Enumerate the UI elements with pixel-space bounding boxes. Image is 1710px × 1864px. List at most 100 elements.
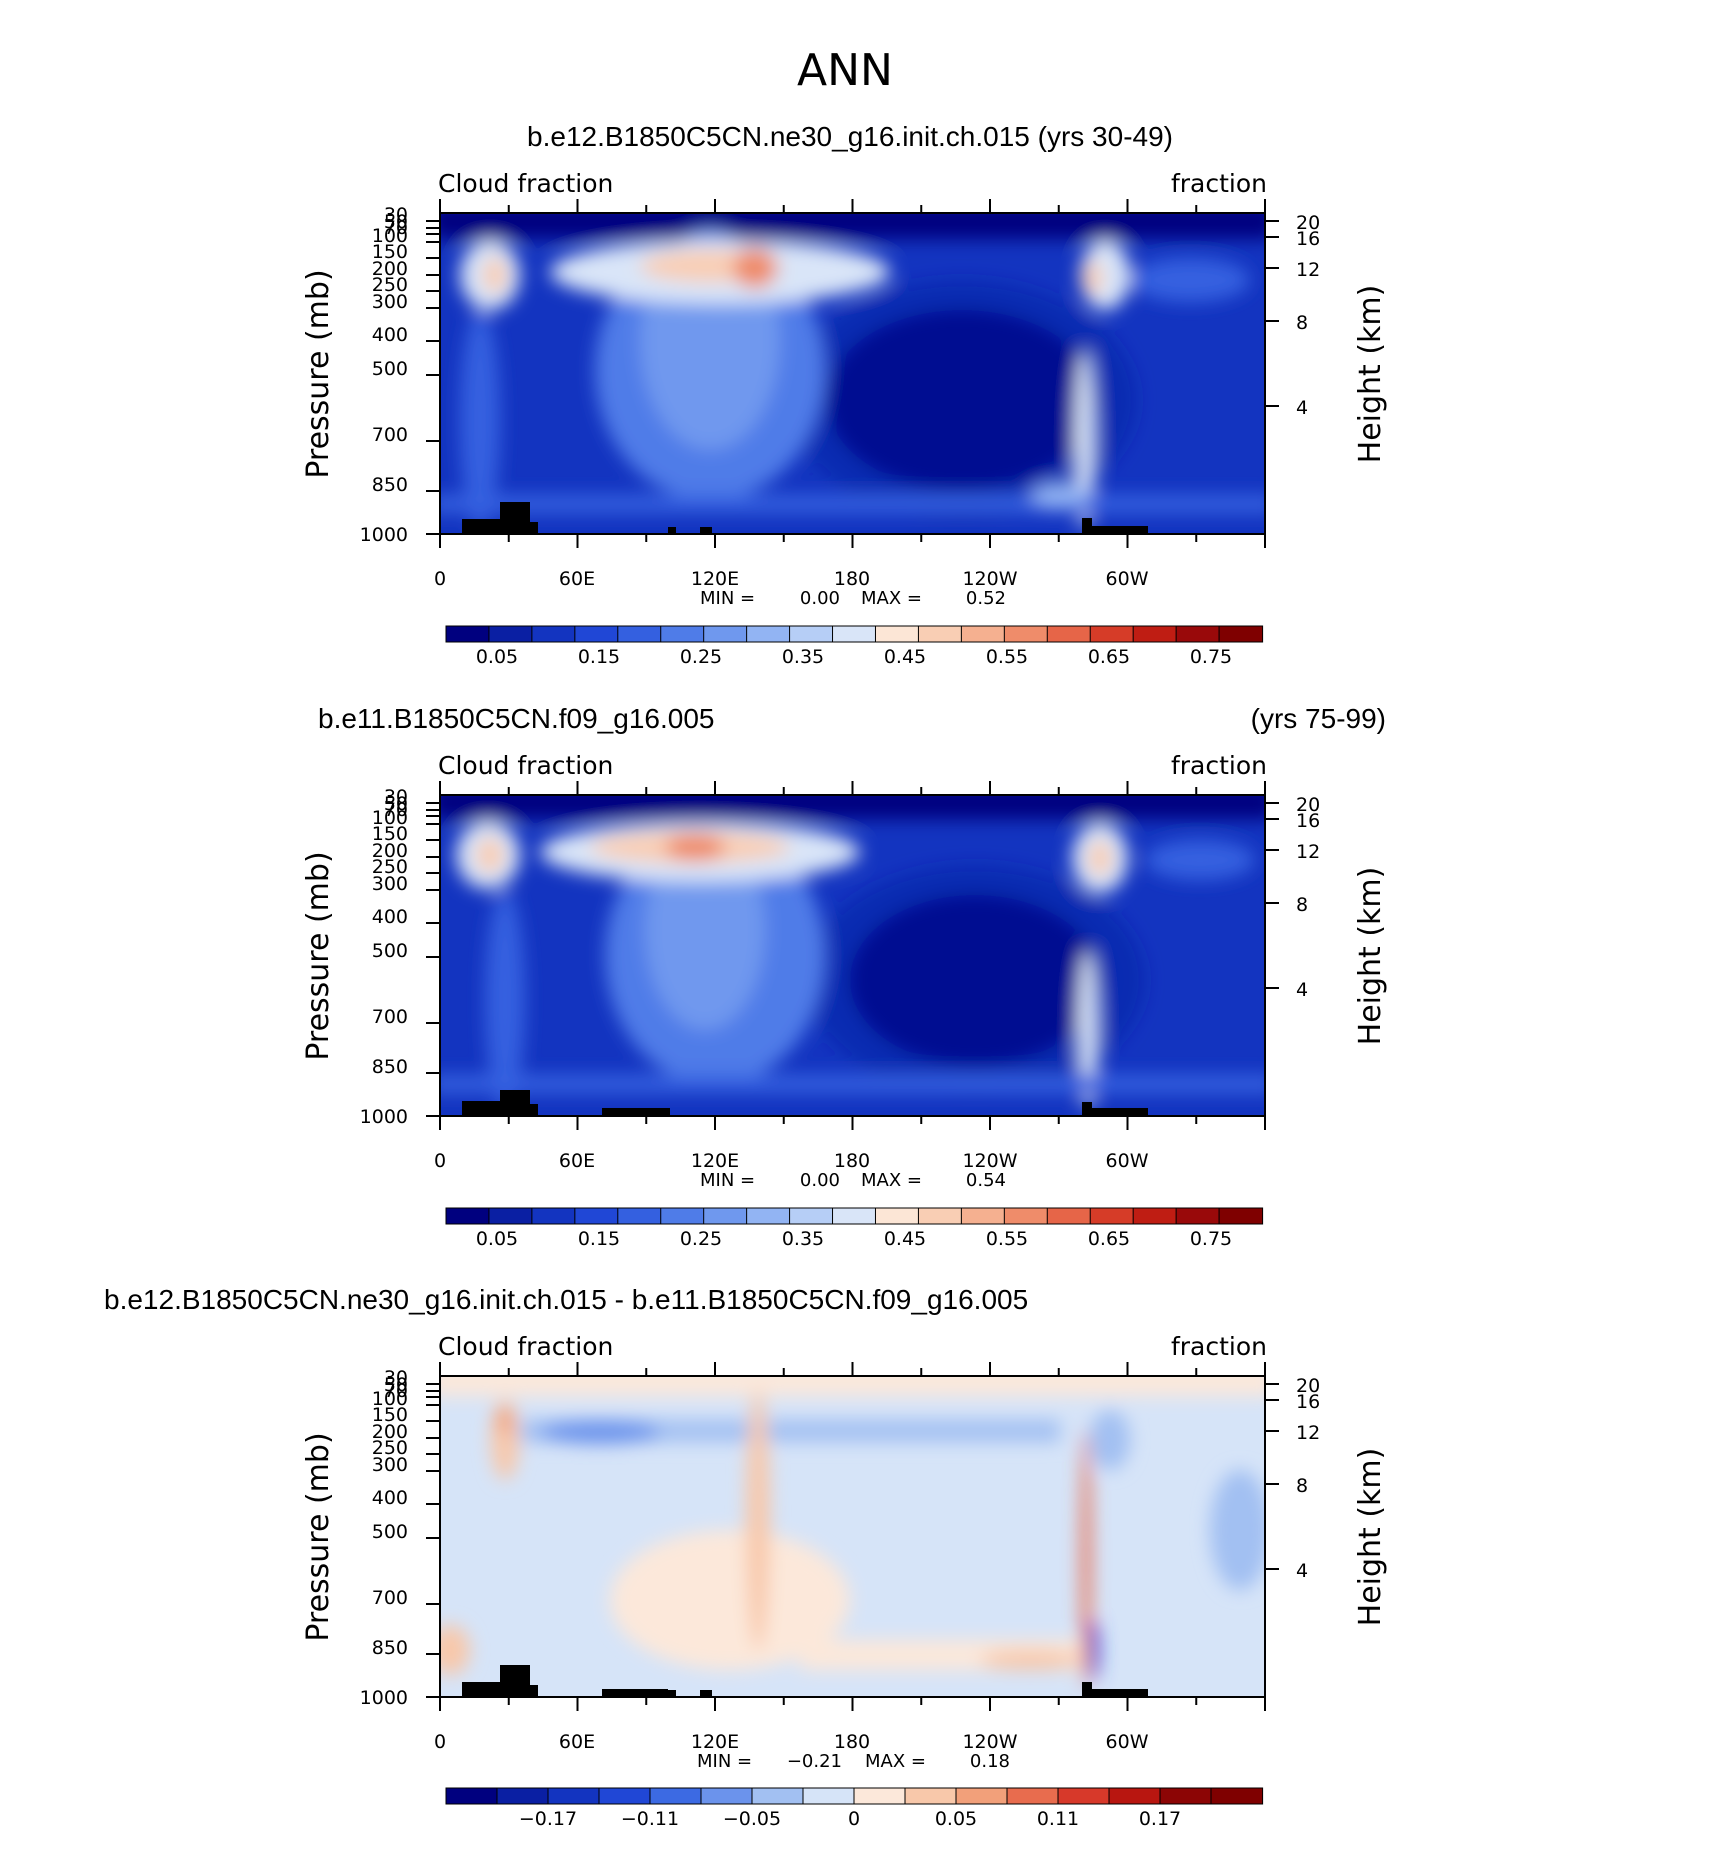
panel-2-tick-marks bbox=[426, 781, 1279, 1130]
colorbar-swatch bbox=[488, 1207, 534, 1225]
x-tick-label: 60W bbox=[1106, 1731, 1149, 1753]
panel-1-colorbar bbox=[445, 625, 1264, 643]
panel-2-stratosphere-band bbox=[440, 795, 1265, 819]
y-right-tick-label: 8 bbox=[1296, 312, 1308, 334]
panel-1-tick-marks bbox=[426, 199, 1279, 548]
x-tick-label: 180 bbox=[834, 568, 870, 590]
y-tick-label: 150 bbox=[372, 241, 408, 263]
x-tick-label: 60W bbox=[1106, 568, 1149, 590]
panel-1-anvil-peak-b bbox=[733, 248, 777, 288]
colorbar-swatch bbox=[1003, 1207, 1049, 1225]
colorbar-label: 0.65 bbox=[1088, 646, 1130, 668]
colorbar-swatch bbox=[1159, 1787, 1213, 1805]
colorbar-swatch bbox=[1175, 625, 1221, 643]
y-tick-label: 70 bbox=[384, 217, 408, 239]
colorbar-label: −0.05 bbox=[723, 1808, 781, 1830]
colorbar-swatch bbox=[547, 1787, 601, 1805]
panel-1-pacific-low-cloud bbox=[787, 280, 1137, 520]
y-tick-label: 850 bbox=[372, 1637, 408, 1659]
panel-1-title: b.e12.B1850C5CN.ne30_g16.init.ch.015 (yr… bbox=[527, 121, 1173, 152]
colorbar-label: 0.35 bbox=[782, 1228, 824, 1250]
y-tick-label: 300 bbox=[372, 1454, 408, 1476]
colorbar-label: 0.17 bbox=[1139, 1808, 1181, 1830]
panel-2-boundary-layer bbox=[440, 1075, 1265, 1093]
x-tick-label: 120W bbox=[962, 1731, 1017, 1753]
panel-3-y-tick-labels: 30 50 70 100 150 200 250 300 400 500 700… bbox=[360, 1367, 408, 1709]
x-tick-label: 120E bbox=[691, 1150, 739, 1172]
colorbar-label: 0.55 bbox=[986, 1228, 1028, 1250]
colorbar-swatch bbox=[1006, 1787, 1060, 1805]
x-tick-label: 60W bbox=[1106, 1150, 1149, 1172]
colorbar-swatch bbox=[917, 1207, 963, 1225]
colorbar-swatch bbox=[660, 1207, 705, 1225]
colorbar-swatch bbox=[574, 625, 619, 643]
figure-title: ANN bbox=[797, 45, 893, 96]
x-tick-label: 0 bbox=[434, 1731, 446, 1753]
colorbar-label: 0.05 bbox=[476, 1228, 518, 1250]
y-tick-label: 300 bbox=[372, 873, 408, 895]
panel-3-africa-warm-core bbox=[497, 1406, 513, 1434]
panel-1-x-tick-labels: 0 60E 120E 180 120W 60W bbox=[434, 568, 1149, 590]
y-tick-label: 1000 bbox=[360, 1106, 408, 1128]
y-tick-label: 30 bbox=[384, 1367, 408, 1389]
panel-2-colorbar-labels: 0.05 0.15 0.25 0.35 0.45 0.55 0.65 0.75 bbox=[476, 1228, 1232, 1250]
panel-2-anvil-peak-b bbox=[665, 833, 725, 861]
panel-1-min-max: MIN = 0.00 MAX = 0.52 bbox=[700, 588, 1006, 609]
min-value: −0.21 bbox=[787, 1751, 842, 1772]
colorbar-label: 0.75 bbox=[1190, 1228, 1232, 1250]
panel-1-y-right-axis-label: Height (km) bbox=[1353, 285, 1388, 464]
colorbar-label: 0.11 bbox=[1037, 1808, 1079, 1830]
y-tick-label: 1000 bbox=[360, 524, 408, 546]
y-right-tick-label: 12 bbox=[1296, 841, 1320, 863]
colorbar-swatch bbox=[1210, 1787, 1264, 1805]
y-right-tick-label: 8 bbox=[1296, 1475, 1308, 1497]
y-right-tick-label: 4 bbox=[1296, 397, 1308, 419]
colorbar-swatch bbox=[853, 1787, 907, 1805]
colorbar-swatch bbox=[746, 625, 791, 643]
panel-2-y-tick-labels: 30 50 70 100 150 200 250 300 400 500 700… bbox=[360, 786, 408, 1128]
colorbar-label: 0.25 bbox=[680, 1228, 722, 1250]
colorbar-label: 0.05 bbox=[476, 646, 518, 668]
y-tick-label: 500 bbox=[372, 1521, 408, 1543]
colorbar-swatch bbox=[904, 1787, 958, 1805]
y-right-tick-label: 16 bbox=[1296, 228, 1320, 250]
panel-2-plot-area bbox=[440, 795, 1265, 1116]
panel-2-min-max: MIN = 0.00 MAX = 0.54 bbox=[700, 1170, 1006, 1191]
panel-3-min-max: MIN = −0.21 MAX = 0.18 bbox=[697, 1751, 1010, 1772]
colorbar-swatch bbox=[1089, 1207, 1135, 1225]
panel-3-colorbar bbox=[445, 1787, 1264, 1805]
panel-3-atlantic-cool-patch bbox=[1210, 1470, 1265, 1590]
colorbar-swatch bbox=[445, 1207, 491, 1225]
y-tick-label: 150 bbox=[372, 823, 408, 845]
panel-3-left-label: Cloud fraction bbox=[438, 1332, 613, 1361]
min-value: 0.00 bbox=[800, 1170, 840, 1191]
panel-1-amazon-anvil-core bbox=[1082, 260, 1102, 296]
panel-1-stratocumulus bbox=[1030, 483, 1090, 507]
y-tick-label: 700 bbox=[372, 1587, 408, 1609]
panel-2-andes-column bbox=[1078, 950, 1098, 1110]
colorbar-swatch bbox=[598, 1787, 652, 1805]
colorbar-swatch bbox=[789, 1207, 834, 1225]
panel-3-indian-cool-patch bbox=[540, 1420, 660, 1444]
panel-1-colorbar-labels: 0.05 0.15 0.25 0.35 0.45 0.55 0.65 0.75 bbox=[476, 646, 1232, 668]
y-tick-label: 200 bbox=[372, 1421, 408, 1443]
colorbar-swatch bbox=[832, 1207, 877, 1225]
panel-2-africa-anvil-core bbox=[476, 837, 504, 873]
panel-2-atlantic-band bbox=[1145, 840, 1255, 880]
x-tick-label: 180 bbox=[834, 1150, 870, 1172]
panel-2-right-label: fraction bbox=[1171, 751, 1267, 780]
max-label: MAX = bbox=[861, 1170, 922, 1191]
colorbar-swatch bbox=[617, 625, 662, 643]
panel-3-plot-area bbox=[440, 1376, 1265, 1697]
colorbar-label: 0.55 bbox=[986, 646, 1028, 668]
panel-2-land-mask bbox=[462, 1090, 1148, 1116]
y-tick-label: 1000 bbox=[360, 1687, 408, 1709]
y-tick-label: 150 bbox=[372, 1404, 408, 1426]
y-tick-label: 250 bbox=[372, 274, 408, 296]
colorbar-swatch bbox=[649, 1787, 703, 1805]
y-tick-label: 50 bbox=[384, 211, 408, 233]
y-right-tick-label: 12 bbox=[1296, 1422, 1320, 1444]
max-label: MAX = bbox=[861, 588, 922, 609]
panel-1-left-label: Cloud fraction bbox=[438, 169, 613, 198]
colorbar-label: 0.25 bbox=[680, 646, 722, 668]
